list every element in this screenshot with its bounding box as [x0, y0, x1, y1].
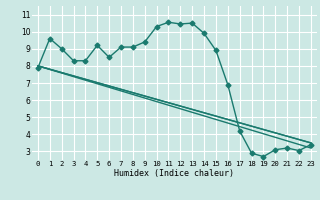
X-axis label: Humidex (Indice chaleur): Humidex (Indice chaleur): [115, 169, 234, 178]
